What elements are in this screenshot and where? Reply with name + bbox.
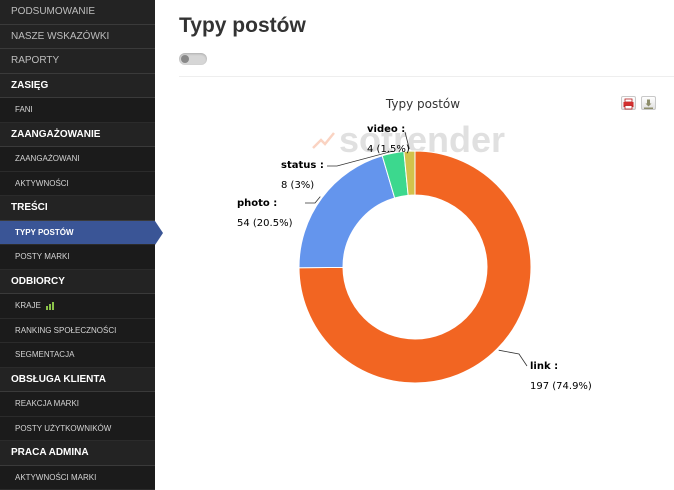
sidebar-item-label: TREŚCI: [11, 202, 48, 213]
main-content: Typy postów sotrender Typy postów link :…: [155, 0, 674, 484]
sidebar-item-label: ZAANGAŻOWANIE: [11, 129, 100, 140]
sidebar-item-label: PODSUMOWANIE: [11, 6, 95, 17]
sidebar-item-praca-admina[interactable]: PRACA ADMINA: [0, 441, 155, 466]
sidebar-item-fani[interactable]: FANI: [0, 98, 155, 123]
sidebar-item-segmentacja[interactable]: SEGMENTACJA: [0, 343, 155, 368]
sidebar-item-typy-postow[interactable]: TYPY POSTÓW: [0, 221, 155, 246]
sidebar-item-label: SEGMENTACJA: [15, 350, 74, 359]
chart-title: Typy postów: [385, 97, 460, 111]
sidebar-item-label: POSTY UŻYTKOWNIKÓW: [15, 424, 111, 433]
sidebar-item-aktywnosci-marki[interactable]: AKTYWNOŚCI MARKI: [0, 466, 155, 490]
sidebar-item-label: NASZE WSKAZÓWKI: [11, 31, 109, 42]
label-name-link: link :: [530, 361, 558, 372]
sidebar-item-raporty[interactable]: RAPORTY: [0, 49, 155, 74]
sidebar-item-posty-uzytkownikow[interactable]: POSTY UŻYTKOWNIKÓW: [0, 417, 155, 442]
post-types-chart: sotrender Typy postów link :197 (74.9%)p…: [155, 0, 674, 484]
sidebar-item-label: PRACA ADMINA: [11, 447, 89, 458]
connector-link: [499, 350, 527, 366]
sidebar-item-reakcja-marki[interactable]: REAKCJA MARKI: [0, 392, 155, 417]
sidebar-item-aktywnosci[interactable]: AKTYWNOŚCI: [0, 172, 155, 197]
label-name-status: status :: [281, 160, 324, 171]
sidebar-item-label: POSTY MARKI: [15, 252, 70, 261]
label-value-photo: 54 (20.5%): [237, 218, 293, 229]
sidebar-item-label: RANKING SPOŁECZNOŚCI: [15, 326, 116, 335]
sidebar-item-label: AKTYWNOŚCI: [15, 179, 69, 188]
sidebar-item-zaangazowanie[interactable]: ZAANGAŻOWANIE: [0, 123, 155, 148]
sidebar-item-label: FANI: [15, 105, 33, 114]
slice-photo[interactable]: [299, 156, 395, 268]
sidebar-item-kraje[interactable]: KRAJE: [0, 294, 155, 319]
label-value-video: 4 (1.5%): [367, 144, 410, 155]
sidebar-item-nasze-wskazowki[interactable]: NASZE WSKAZÓWKI: [0, 25, 155, 50]
connector-photo: [305, 197, 320, 203]
sidebar-item-posty-marki[interactable]: POSTY MARKI: [0, 245, 155, 270]
sidebar-item-label: KRAJE: [15, 301, 41, 310]
sidebar-item-label: RAPORTY: [11, 55, 59, 66]
sidebar-item-label: OBSŁUGA KLIENTA: [11, 374, 106, 385]
bar-chart-icon: [46, 302, 54, 310]
label-name-video: video :: [367, 124, 405, 135]
sidebar-item-label: ZAANGAŻOWANI: [15, 154, 80, 163]
sidebar-item-podsumowanie[interactable]: PODSUMOWANIE: [0, 0, 155, 25]
sidebar-item-label: ODBIORCY: [11, 276, 65, 287]
sidebar-item-label: AKTYWNOŚCI MARKI: [15, 473, 96, 482]
sidebar-item-label: TYPY POSTÓW: [15, 228, 74, 237]
sidebar-item-obsluga-klienta[interactable]: OBSŁUGA KLIENTA: [0, 368, 155, 393]
sidebar-item-label: ZASIĘG: [11, 80, 48, 91]
sidebar-item-tresci[interactable]: TREŚCI: [0, 196, 155, 221]
sidebar: PODSUMOWANIE NASZE WSKAZÓWKI RAPORTY ZASIĘG…: [0, 0, 155, 484]
sidebar-item-label: REAKCJA MARKI: [15, 399, 79, 408]
label-value-status: 8 (3%): [281, 180, 314, 191]
sidebar-item-ranking-spolecznosci[interactable]: RANKING SPOŁECZNOŚCI: [0, 319, 155, 344]
sidebar-item-zasieg[interactable]: ZASIĘG: [0, 74, 155, 99]
sidebar-item-odbiorcy[interactable]: ODBIORCY: [0, 270, 155, 295]
sidebar-item-zaangazowani[interactable]: ZAANGAŻOWANI: [0, 147, 155, 172]
label-value-link: 197 (74.9%): [530, 381, 592, 392]
label-name-photo: photo :: [237, 198, 277, 209]
